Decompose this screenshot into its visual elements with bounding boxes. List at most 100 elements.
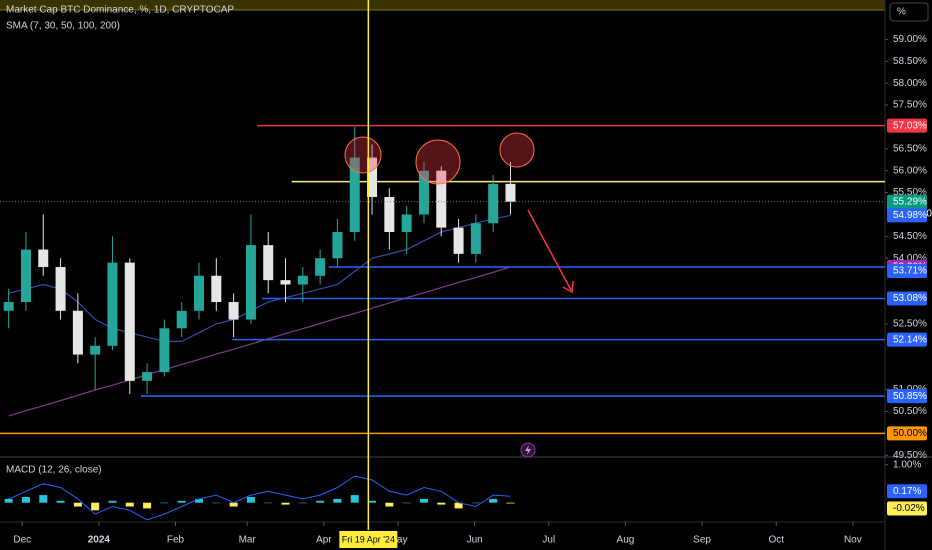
indicator-legend: SMA (7, 30, 50, 100, 200) <box>6 21 120 32</box>
y-tick-label: 50.50% <box>893 406 927 417</box>
price-tag-label: 53.08% <box>893 293 927 304</box>
price-tag <box>887 426 927 441</box>
y-tick-label: 58.50% <box>893 56 927 67</box>
x-tick-label: Nov <box>844 535 862 546</box>
candle-body <box>349 157 360 233</box>
candle-body <box>488 183 499 224</box>
macd-hist-bar <box>39 495 48 503</box>
candle-body <box>142 372 153 381</box>
macd-hist-bar <box>298 502 307 504</box>
price-tag-label: -0.02% <box>893 503 925 514</box>
macd-hist-bar <box>437 502 446 505</box>
x-tick-label: Sep <box>693 535 711 546</box>
macd-hist-bar <box>368 500 377 503</box>
x-tick-label: Aug <box>617 535 635 546</box>
price-tag <box>887 118 927 133</box>
price-tag-label: 54.98% <box>893 210 927 221</box>
macd-hist-bar <box>281 502 290 505</box>
macd-hist-bar <box>419 498 428 503</box>
macd-hist-bar <box>229 502 238 507</box>
macd-hist-bar <box>489 498 498 503</box>
candle-body <box>228 302 239 320</box>
candle-body <box>263 245 274 281</box>
peak-circle <box>344 136 382 174</box>
macd-line <box>8 475 511 521</box>
x-tick-label: May <box>389 535 408 546</box>
candle-body <box>401 214 412 233</box>
y-tick-label: 57.50% <box>893 100 927 111</box>
macd-hist-bar <box>21 497 30 503</box>
candle-body <box>72 310 83 355</box>
price-tag-label: 53.71% <box>893 266 927 277</box>
arrow-head <box>562 280 574 294</box>
macd-hist-bar <box>506 502 515 504</box>
candle-body <box>505 183 516 202</box>
macd-hist-bar <box>91 502 100 511</box>
price-tag-label: 0.17% <box>893 486 921 497</box>
peak-circle <box>499 132 535 168</box>
macd-hist-bar <box>316 500 325 503</box>
price-tag-label: 55.29% <box>893 196 927 207</box>
candle-body <box>124 262 135 381</box>
arrow <box>527 209 572 291</box>
macd-hist-bar <box>471 502 480 504</box>
macd-y-tick-label: 1.00% <box>893 459 921 470</box>
x-tick-label: Jun <box>467 535 483 546</box>
candle-body <box>194 275 205 311</box>
candle-body <box>211 275 222 303</box>
macd-hist-bar <box>385 502 394 507</box>
candle-body <box>297 275 308 285</box>
candle-body <box>107 262 118 346</box>
price-tag <box>887 263 927 278</box>
sma-line <box>8 214 511 342</box>
x-tick-label: Apr <box>316 535 332 546</box>
y-tick-label: 52.50% <box>893 319 927 330</box>
scale-button[interactable] <box>889 2 929 22</box>
candle-body <box>367 157 378 197</box>
x-tick-label: Dec <box>13 535 31 546</box>
candle-body <box>245 245 256 320</box>
candle-body <box>470 223 481 254</box>
macd-hist-bar <box>143 502 152 509</box>
macd-hist-bar <box>125 502 134 507</box>
y-tick-label: 58.00% <box>893 78 927 89</box>
candle-body <box>90 345 101 355</box>
scale-button-label[interactable]: % <box>897 7 906 18</box>
y-tick-label: 54.00% <box>893 253 927 264</box>
macd-hist-bar <box>402 502 411 504</box>
sma-line <box>8 266 511 417</box>
x-tick-label: Feb <box>167 535 185 546</box>
price-tag-label: 52.14% <box>893 334 927 345</box>
top-band <box>0 0 885 10</box>
macd-hist-bar <box>160 502 169 504</box>
macd-hist-bar <box>350 495 359 503</box>
y-tick-label: 55.50% <box>893 187 927 198</box>
macd-hist-bar <box>333 498 342 503</box>
candle-body <box>436 170 447 228</box>
peak-circle <box>415 139 461 185</box>
candle-body <box>332 232 343 259</box>
crosshair-label: Fri 19 Apr '24 <box>342 534 395 544</box>
price-tag <box>887 208 927 223</box>
candle-body <box>280 280 291 285</box>
macd-hist-bar <box>264 502 273 504</box>
macd-hist-bar <box>4 498 13 503</box>
price-tag <box>887 501 927 516</box>
event-icon-bolt <box>525 445 531 455</box>
macd-hist-bar <box>195 498 204 503</box>
x-tick-label: 2024 <box>88 535 111 546</box>
candle-body <box>55 267 66 311</box>
candle-body <box>418 170 429 215</box>
macd-hist-bar <box>454 502 463 509</box>
candle-body <box>384 196 395 233</box>
x-tick-label: Mar <box>239 535 257 546</box>
chart-title: Market Cap BTC Dominance, %, 1D, CRYPTOC… <box>6 5 234 16</box>
candle-body <box>3 302 14 311</box>
price-tag <box>887 332 927 347</box>
price-tag-label: 50.00% <box>893 428 927 439</box>
macd-hist-bar <box>56 500 65 503</box>
macd-hist-bar <box>212 502 221 504</box>
candle-body <box>38 249 49 268</box>
y-tick-label: 49.50% <box>893 450 927 461</box>
macd-hist-bar <box>108 500 117 503</box>
